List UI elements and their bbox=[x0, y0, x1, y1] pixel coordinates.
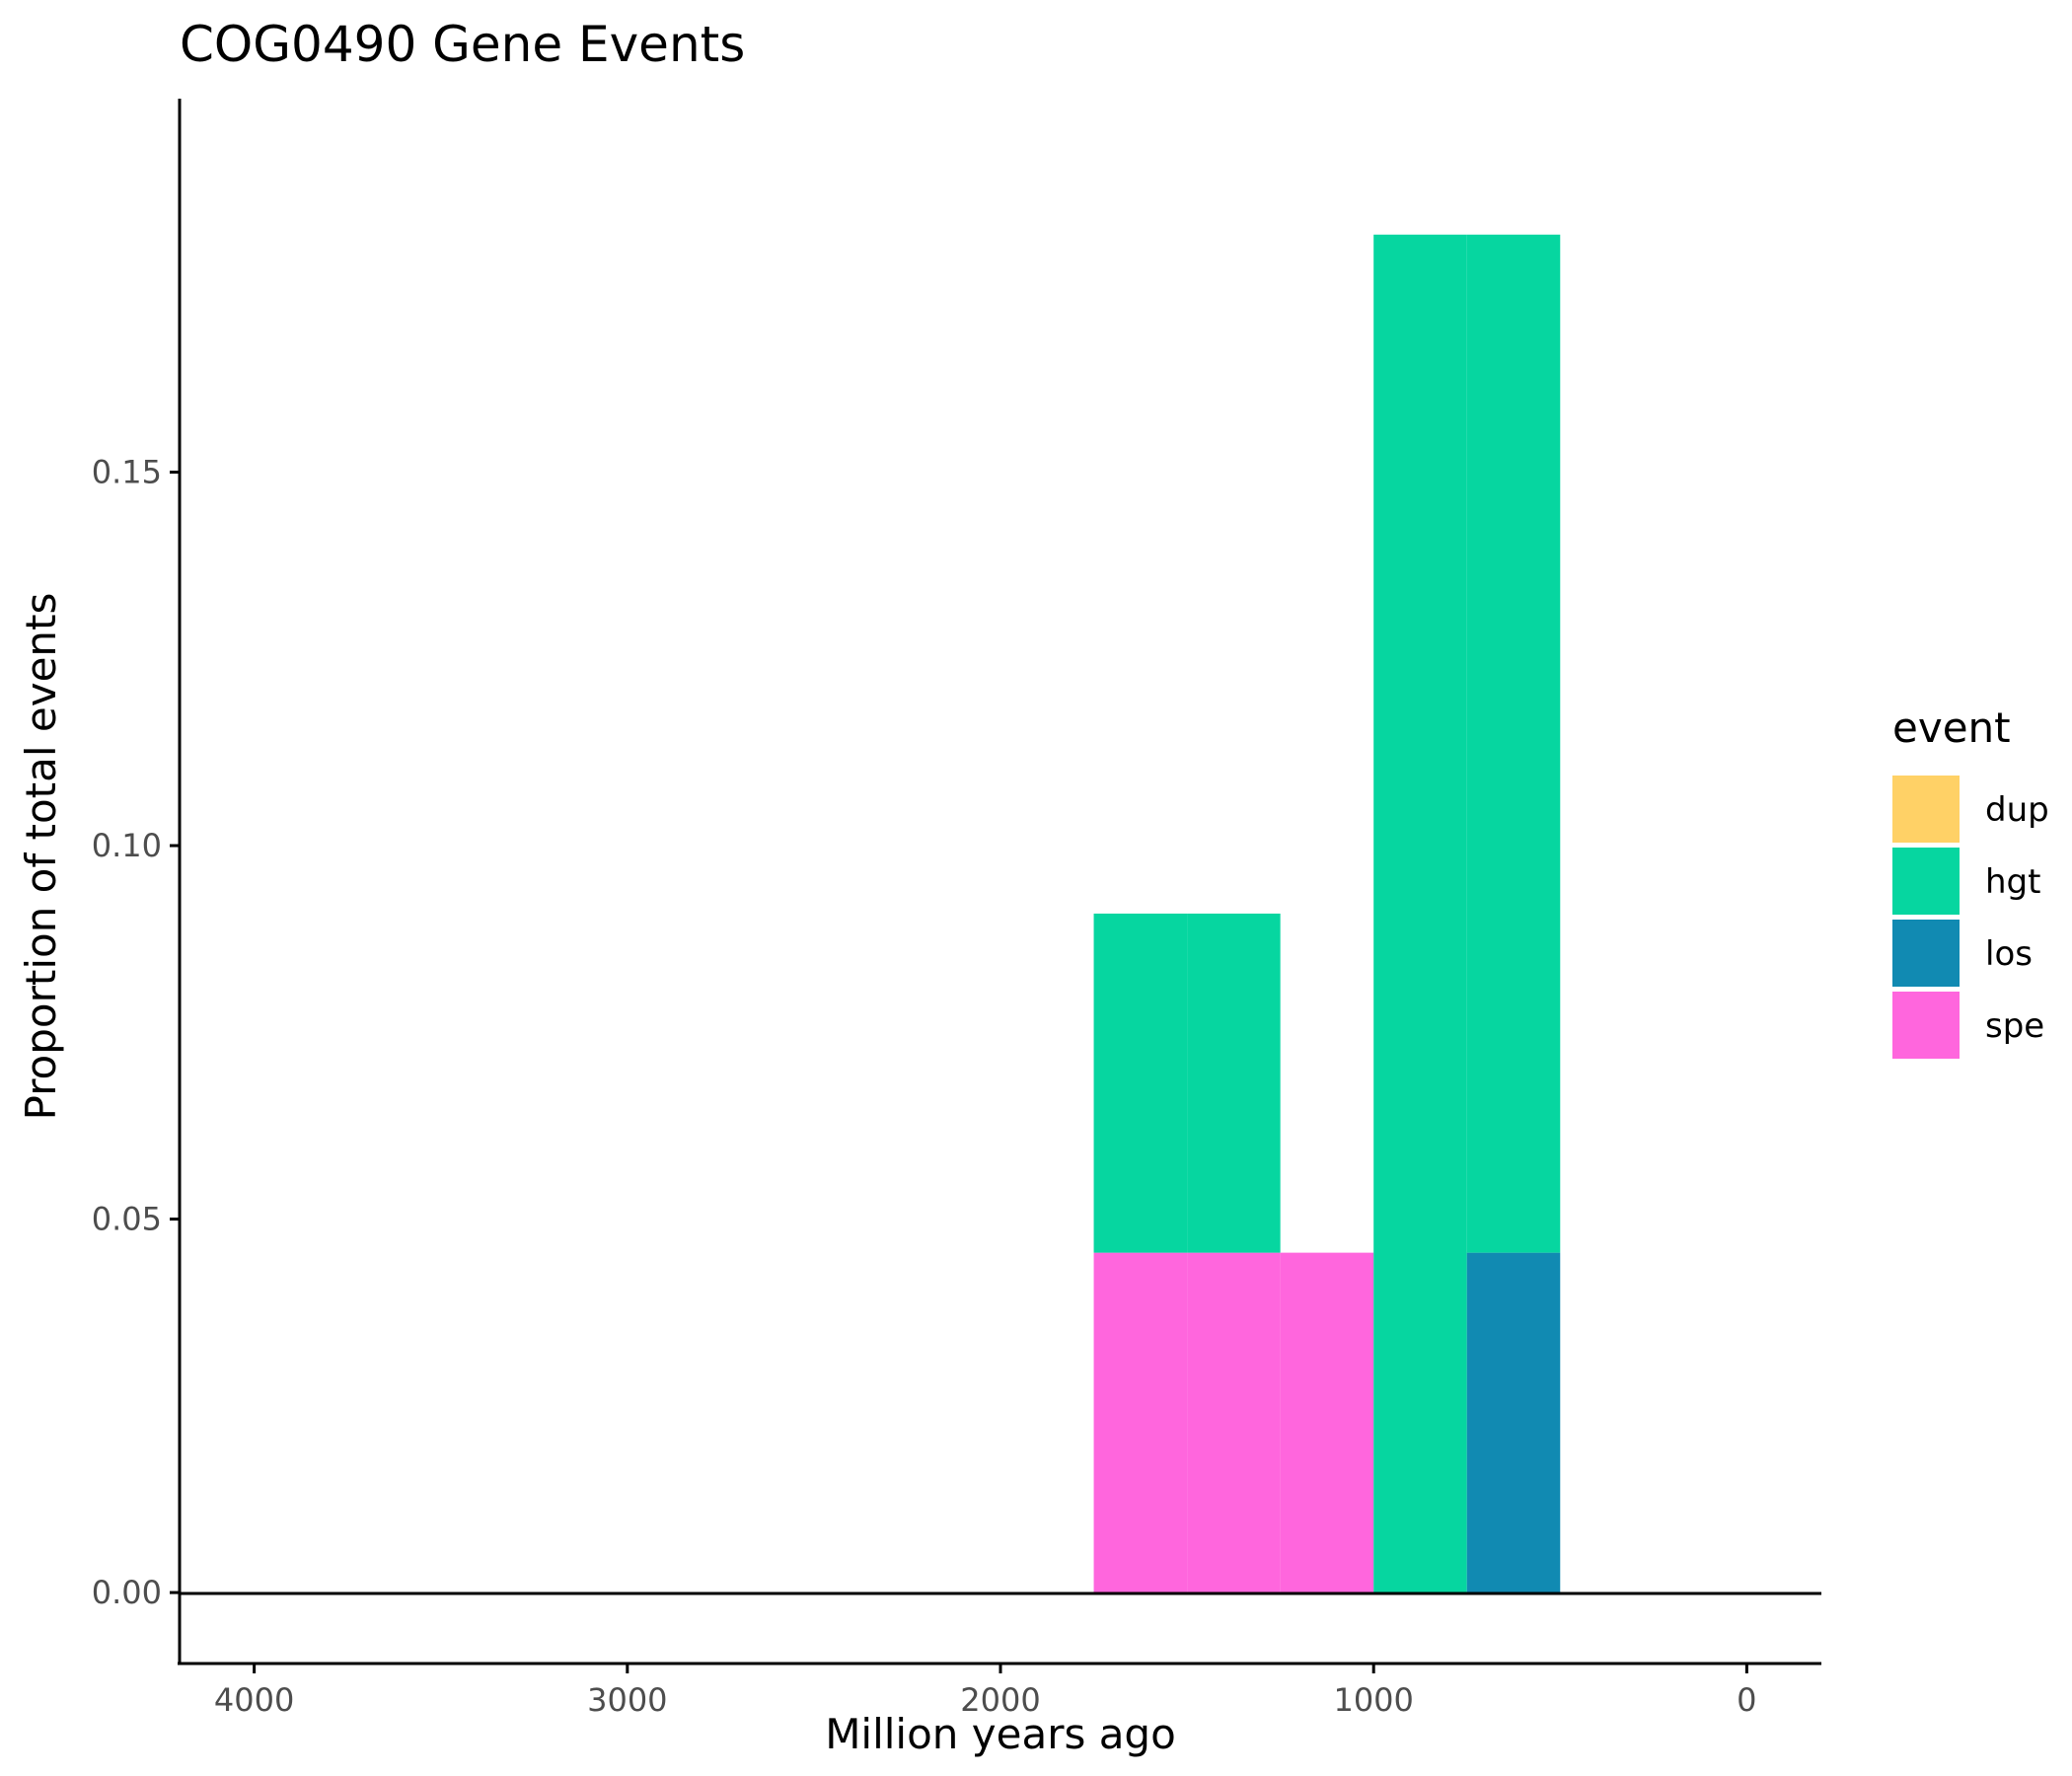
y-tick-label: 0.00 bbox=[92, 1574, 162, 1611]
bar-hgt-1 bbox=[1093, 913, 1188, 1253]
bar-hgt-3 bbox=[1187, 913, 1281, 1253]
x-tick-label: 4000 bbox=[214, 1681, 294, 1719]
y-tick-label: 0.10 bbox=[92, 827, 162, 864]
legend-swatch-hgt bbox=[1892, 848, 1960, 915]
legend-label-hgt: hgt bbox=[1985, 862, 2040, 902]
x-tick-label: 2000 bbox=[960, 1681, 1040, 1719]
x-axis-title: Million years ago bbox=[825, 1710, 1176, 1758]
legend-swatch-los bbox=[1892, 920, 1960, 987]
x-tick-label: 3000 bbox=[587, 1681, 667, 1719]
legend-label-dup: dup bbox=[1985, 790, 2049, 830]
bar-hgt-5 bbox=[1373, 234, 1467, 1593]
legend-title: event bbox=[1892, 703, 2011, 752]
bar-spe-2 bbox=[1187, 1252, 1281, 1593]
x-tick-label: 1000 bbox=[1333, 1681, 1413, 1719]
bar-spe-0 bbox=[1093, 1252, 1188, 1593]
x-tick-label: 0 bbox=[1737, 1681, 1756, 1719]
legend-items: dup hgt los spe bbox=[1892, 776, 2049, 1059]
bar-los-6 bbox=[1466, 1252, 1561, 1593]
legend-swatch-dup bbox=[1892, 776, 1960, 843]
bars-layer bbox=[1093, 234, 1561, 1593]
bar-spe-4 bbox=[1280, 1252, 1374, 1593]
legend-label-los: los bbox=[1985, 934, 2033, 974]
legend: event dup hgt los spe bbox=[1892, 703, 2049, 1059]
chart-title: COG0490 Gene Events bbox=[180, 16, 745, 73]
y-tick-label: 0.05 bbox=[92, 1201, 162, 1238]
y-axis-title: Proportion of total events bbox=[17, 593, 65, 1121]
legend-label-spe: spe bbox=[1985, 1006, 2044, 1046]
axes-layer bbox=[178, 99, 1821, 1665]
legend-swatch-spe bbox=[1892, 992, 1960, 1059]
bar-hgt-7 bbox=[1466, 234, 1561, 1253]
ticks-layer: 4000 3000 2000 1000 0 0.00 0.05 0.10 0.15 bbox=[92, 454, 1757, 1719]
y-tick-label: 0.15 bbox=[92, 454, 162, 491]
